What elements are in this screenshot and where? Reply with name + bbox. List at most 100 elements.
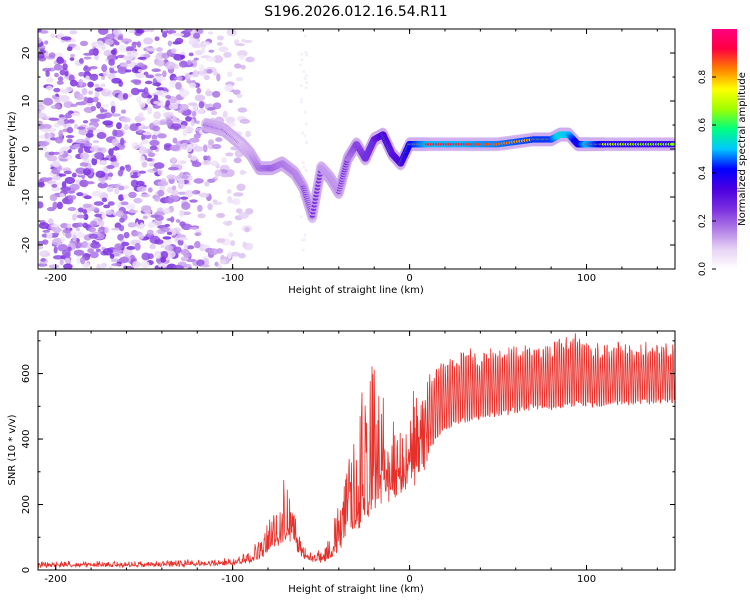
spectrogram-noise-blob [106, 54, 117, 62]
y-tick-label: 400 [21, 429, 32, 448]
spectrogram-noise-blob [110, 227, 122, 231]
spectrogram-noise-blob [38, 37, 42, 44]
spectrogram-noise-blob [122, 193, 129, 200]
spectrogram-noise-blob [221, 156, 227, 164]
spectrogram-noise-blob [38, 124, 44, 130]
spectrogram-noise-blob [61, 146, 70, 151]
spectrogram-noise-blob [102, 248, 113, 256]
spectrogram-noise-blob [234, 63, 242, 69]
spectrogram-noise-blob [51, 224, 60, 228]
spectrogram-noise-blob [90, 105, 97, 112]
y-tick-label: -10 [21, 189, 32, 205]
spectrogram-noise-blob [103, 112, 113, 119]
spectrogram-noise-blob [180, 196, 189, 200]
spectrogram-noise-blob [216, 73, 221, 82]
spectrogram-noise-blob [56, 80, 64, 85]
spectrogram-noise-blob [191, 110, 197, 117]
spectrogram-noise-blob [73, 45, 81, 51]
spectrogram-noise-blob [123, 231, 130, 239]
spectrogram-noise-blob [104, 88, 110, 92]
spectrogram-noise-blob [60, 236, 65, 243]
colorbar-bar [712, 29, 737, 269]
spectrogram-noise-blob [143, 54, 151, 59]
spectrogram-noise-blob [51, 184, 58, 188]
spectrogram-noise-blob [110, 105, 116, 114]
spectrogram-noise-blob [78, 129, 89, 136]
spectrogram-noise-blob [66, 138, 73, 144]
spectrogram-noise-blob [223, 51, 232, 58]
spectrogram-noise-blob [181, 201, 191, 210]
spectrogram-noise-blob [86, 102, 94, 106]
spectrogram-noise-blob [137, 89, 146, 93]
colorbar-tick-label: 0.6 [698, 118, 708, 133]
spectrogram-noise-blob [89, 251, 99, 259]
spectrogram-noise-blob [58, 173, 67, 177]
spectrogram-noise-blob [41, 123, 52, 130]
spectrogram-noise-blob [149, 243, 156, 250]
spectrogram-noise-blob [91, 157, 98, 166]
spectrogram-noise-blob [303, 77, 307, 81]
spectrogram-noise-blob [70, 103, 78, 107]
spectrogram-noise-blob [186, 79, 192, 84]
spectrogram-noise-blob [211, 144, 222, 150]
spectrogram-noise-blob [136, 96, 142, 103]
spectrogram-noise-blob [110, 183, 121, 188]
spectrogram-noise-blob [143, 37, 154, 45]
spectrogram-noise-blob [53, 63, 63, 71]
spectrogram-noise-blob [305, 169, 309, 173]
spectrogram-noise-blob [302, 69, 306, 73]
spectrogram-noise-blob [103, 104, 109, 108]
spectrogram-noise-blob [233, 192, 244, 197]
spectrogram-noise-blob [152, 167, 158, 172]
x-tick-label: 100 [577, 273, 596, 284]
spectrogram-marks [38, 29, 675, 269]
spectrogram-noise-blob [38, 201, 44, 209]
spectrogram-noise-blob [153, 111, 161, 120]
spectrogram-noise-blob [108, 58, 115, 66]
spectrogram-noise-blob [149, 145, 158, 151]
spectrogram-noise-blob [137, 129, 143, 134]
spectrogram-noise-blob [84, 136, 91, 141]
spectrogram-noise-blob [87, 248, 95, 254]
spectrogram-noise-blob [106, 186, 114, 193]
spectrogram-noise-blob [82, 66, 92, 72]
spectrogram-noise-blob [303, 238, 307, 242]
spectrogram-noise-blob [88, 48, 97, 56]
spectrogram-noise-blob [217, 263, 222, 269]
spectrogram-noise-blob [38, 112, 47, 119]
spectrogram-noise-blob [208, 139, 215, 146]
spectrogram-noise-blob [135, 180, 145, 186]
spectrogram-noise-blob [88, 90, 93, 95]
spectrogram-noise-blob [205, 56, 217, 62]
spectrogram-noise-blob [80, 256, 86, 265]
spectrogram-noise-blob [300, 52, 304, 56]
spectrogram-noise-blob [88, 226, 96, 233]
spectrogram-noise-blob [159, 119, 168, 126]
spectrogram-noise-blob [155, 87, 164, 91]
spectrogram-noise-blob [116, 54, 126, 59]
spectrogram-track-peak [669, 142, 675, 146]
spectrogram-noise-blob [216, 42, 223, 46]
spectrogram-noise-blob [107, 176, 112, 181]
spectrogram-noise-blob [96, 132, 107, 139]
spectrogram-noise-blob [193, 178, 204, 184]
colorbar-tick-label: 0.0 [698, 262, 708, 277]
spectrogram-noise-blob [101, 213, 107, 219]
spectrogram-noise-blob [194, 94, 206, 102]
spectrogram-noise-blob [180, 54, 186, 60]
spectrogram-noise-blob [148, 29, 155, 33]
spectrogram-noise-blob [118, 194, 125, 201]
spectrogram-noise-blob [299, 84, 303, 88]
spectrogram-noise-blob [166, 231, 173, 235]
spectrogram-noise-blob [186, 126, 194, 133]
spectrogram-noise-blob [212, 70, 218, 76]
spectrogram-noise-blob [56, 201, 63, 210]
spectrogram-noise-blob [152, 119, 161, 126]
spectrogram-noise-blob [152, 125, 161, 132]
spectrogram-noise-blob [103, 49, 113, 57]
spectrogram-noise-blob [38, 52, 45, 59]
spectrogram-noise-blob [46, 77, 54, 83]
spectrogram-noise-blob [186, 245, 195, 250]
spectrogram-noise-blob [185, 258, 196, 263]
spectrogram-noise-blob [101, 64, 108, 73]
